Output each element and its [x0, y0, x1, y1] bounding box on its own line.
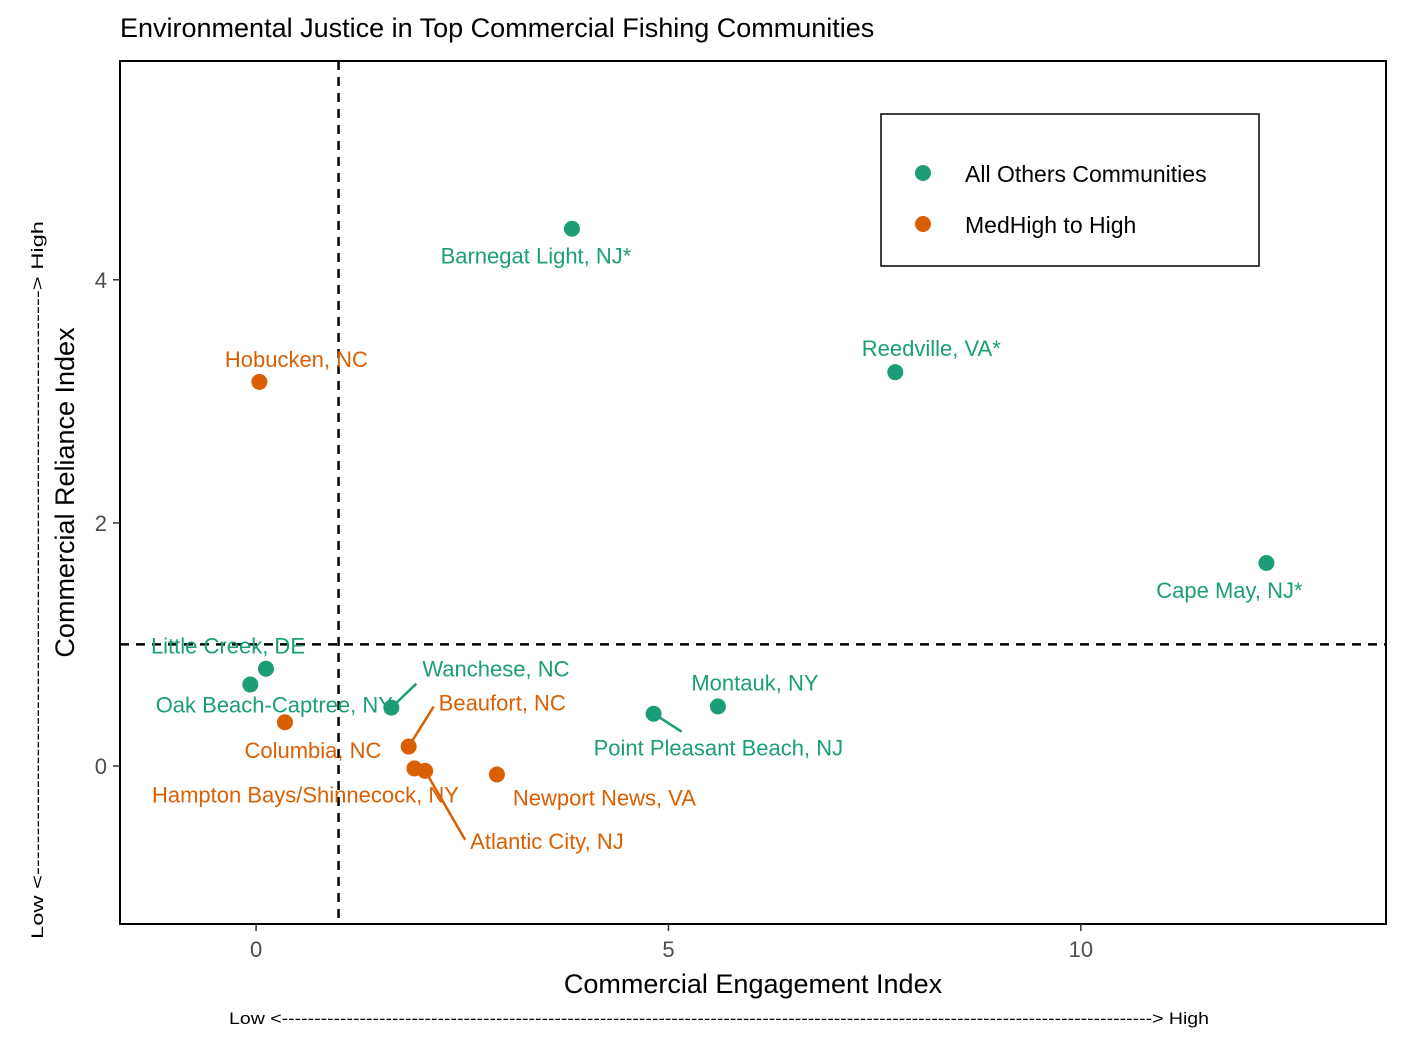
point-reedville-va [887, 364, 904, 381]
label-wanchese-nc: Wanchese, NC [422, 657, 569, 682]
legend-key-medhigh-to-high [915, 216, 931, 232]
point-montauk-ny [709, 698, 726, 715]
y-tick-label: 4 [95, 268, 107, 293]
chart-title: Environmental Justice in Top Commercial … [120, 13, 874, 43]
y-tick-label: 0 [95, 754, 107, 779]
point-oak-beach-captree-ny [242, 676, 259, 693]
reference-lines [120, 61, 1386, 924]
point-barnegat-light-nj [563, 220, 580, 237]
legend-label-medhigh-to-high: MedHigh to High [965, 212, 1136, 238]
label-columbia-nc: Columbia, NC [244, 738, 381, 763]
point-labels: Barnegat Light, NJ* Reedville, VA* Cape Ma… [151, 244, 1303, 854]
x-tick-label: 10 [1069, 937, 1093, 962]
point-little-creek-de [257, 660, 274, 677]
legend-box [880, 113, 1260, 267]
y-axis-direction-note: Low <-----------------------------------… [28, 221, 47, 939]
label-beaufort-nc: Beaufort, NC [439, 691, 566, 716]
point-hobucken-nc [251, 373, 268, 390]
x-axis-title: Commercial Engagement Index [564, 969, 943, 999]
point-point-pleasant-beach-nj [645, 705, 662, 722]
label-atlantic-city-nj: Atlantic City, NJ [470, 829, 624, 854]
label-newport-news-va: Newport News, VA [513, 785, 696, 810]
legend: All Others Communities MedHigh to High [880, 113, 1260, 267]
y-axis-ticks: 0 2 4 [95, 268, 120, 779]
point-wanchese-nc [383, 699, 400, 716]
x-tick-label: 5 [662, 937, 674, 962]
legend-key-all-others [915, 165, 931, 181]
x-axis-direction-note: Low <-----------------------------------… [229, 1009, 1209, 1028]
y-tick-label: 2 [95, 511, 107, 536]
point-cape-may-nj [1258, 554, 1275, 571]
point-columbia-nc [276, 714, 293, 731]
label-barnegat-light-nj: Barnegat Light, NJ* [441, 244, 632, 269]
y-axis-title: Commercial Reliance Index [50, 327, 80, 658]
label-hobucken-nc: Hobucken, NC [225, 347, 368, 372]
label-hampton-bays-shinnecock-ny: Hampton Bays/Shinnecock, NY [152, 782, 459, 807]
plot-panel-border [119, 60, 1387, 925]
point-newport-news-va [488, 766, 505, 783]
data-points [242, 220, 1275, 783]
legend-label-all-others: All Others Communities [965, 161, 1207, 187]
label-montauk-ny: Montauk, NY [691, 670, 818, 695]
label-reedville-va: Reedville, VA* [862, 336, 1001, 361]
label-point-pleasant-beach-nj: Point Pleasant Beach, NJ [594, 736, 843, 761]
label-cape-may-nj: Cape May, NJ* [1156, 578, 1303, 603]
x-axis-ticks: 0 5 10 [250, 924, 1093, 962]
point-beaufort-nc [400, 738, 417, 755]
leader-atlantic-city-nj [424, 770, 467, 841]
x-tick-label: 0 [250, 937, 262, 962]
label-oak-beach-captree-ny: Oak Beach-Captree, NY [156, 693, 394, 718]
point-atlantic-city-nj [417, 762, 434, 779]
label-little-creek-de: Little Creek, DE [151, 634, 305, 659]
